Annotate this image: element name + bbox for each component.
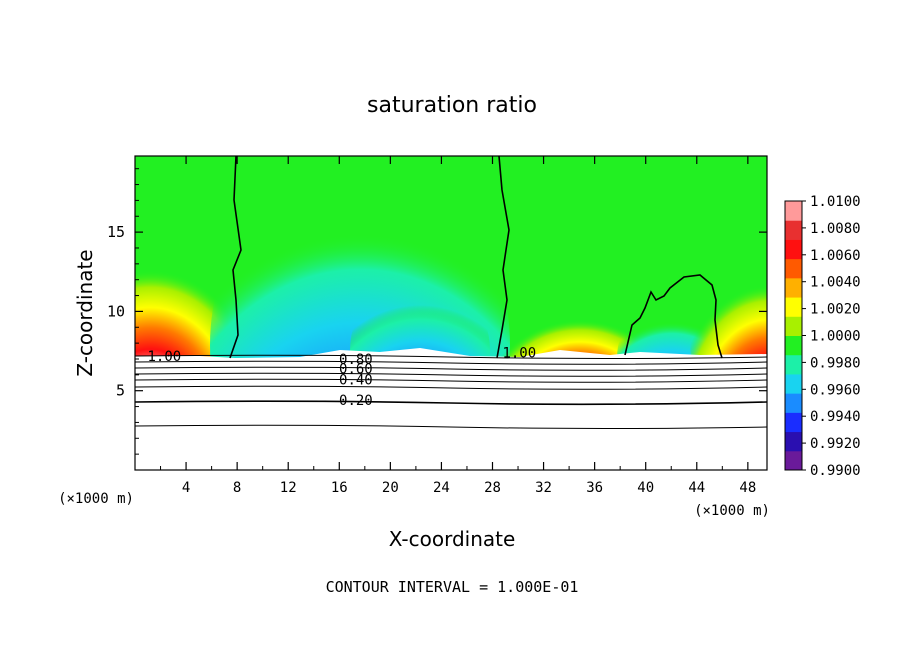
y-tick-label: 10 — [107, 302, 125, 320]
colorbar-tick-label: 1.0100 — [810, 194, 861, 210]
colorbar-tick-label: 0.9920 — [810, 436, 861, 452]
colorbar-swatch — [785, 277, 802, 298]
colorbar-tick-label: 1.0000 — [810, 329, 861, 345]
contour-interval-footer: CONTOUR INTERVAL = 1.000E-01 — [326, 578, 579, 596]
x-tick-label: 4 — [182, 480, 190, 496]
x-tick-label: 24 — [433, 480, 450, 496]
contour-label: 1.00 — [502, 346, 536, 362]
colorbar-swatch — [785, 373, 802, 394]
contour-label: 0.20 — [339, 393, 373, 409]
contour-label: 0.40 — [339, 373, 373, 389]
colorbar-swatch — [785, 258, 802, 279]
lower-layer — [135, 348, 767, 470]
contour-1-mid — [496, 156, 510, 359]
x-axis-label: X-coordinate — [389, 527, 516, 551]
colorbar-swatch — [785, 412, 802, 433]
x-tick-label: 32 — [535, 480, 552, 496]
colorbar-swatch — [785, 354, 802, 375]
colorbar-tick-label: 0.9980 — [810, 355, 861, 371]
colorbar-tick-label: 1.0060 — [810, 248, 861, 264]
colorbar-swatch — [785, 431, 802, 452]
colorbar-tick-label: 1.0020 — [810, 302, 861, 318]
colorbar: 1.0100 1.0080 1.0060 1.0040 1.0020 1.0000 0.99… — [784, 194, 861, 479]
x-tick-label: 16 — [331, 480, 348, 496]
plot-frame — [134, 155, 768, 471]
chart-title: saturation ratio — [367, 93, 537, 118]
colorbar-tick-label: 0.9940 — [810, 409, 861, 425]
x-tick-label: 28 — [484, 480, 501, 496]
colorbar-tick-label: 1.0080 — [810, 221, 861, 237]
colorbar-swatch — [785, 393, 802, 413]
x-tick-label: 40 — [637, 480, 654, 496]
x-tick-label: 20 — [382, 480, 399, 496]
colorbar-swatch — [785, 335, 802, 356]
colorbar-tick-label: 1.0040 — [810, 275, 861, 291]
contour-lines — [135, 354, 767, 429]
contour-1-right — [624, 274, 723, 359]
contour-label: 0.60 — [339, 362, 373, 378]
y-axis-label: Z-coordinate — [73, 249, 97, 376]
contour-label: 1.00 — [148, 349, 182, 365]
x-axis-ticks: 4 8 12 16 20 24 28 32 36 40 44 48 — [160, 156, 756, 496]
y-tick-label: 15 — [107, 223, 125, 241]
colorbar-swatch — [785, 450, 802, 471]
contour-1-left — [229, 156, 242, 359]
plot-area: 1.00 0.800.600.40 0.20 1.00 — [135, 156, 767, 470]
y-tick-label: 5 — [116, 382, 125, 400]
colorbar-swatch — [785, 297, 802, 317]
y-axis-ticks: 5 10 15 — [107, 168, 767, 455]
colorbar-swatch — [785, 220, 802, 240]
colorbar-tick-label: 0.9960 — [810, 382, 861, 398]
colorbar-tick-label: 0.9900 — [810, 463, 861, 479]
x-tick-label: 12 — [280, 480, 297, 496]
colorbar-swatch — [785, 316, 802, 336]
colorbar-swatch — [785, 239, 802, 260]
x-tick-label: 44 — [688, 480, 705, 496]
x-tick-label: 48 — [739, 480, 756, 496]
colorbar-swatch — [785, 201, 802, 221]
x-unit-note: (×1000 m) — [694, 503, 770, 519]
contour-label: 0.80 — [339, 352, 373, 368]
x-tick-label: 8 — [233, 480, 241, 496]
z-unit-note: (×1000 m) — [58, 491, 134, 507]
x-tick-label: 36 — [586, 480, 603, 496]
